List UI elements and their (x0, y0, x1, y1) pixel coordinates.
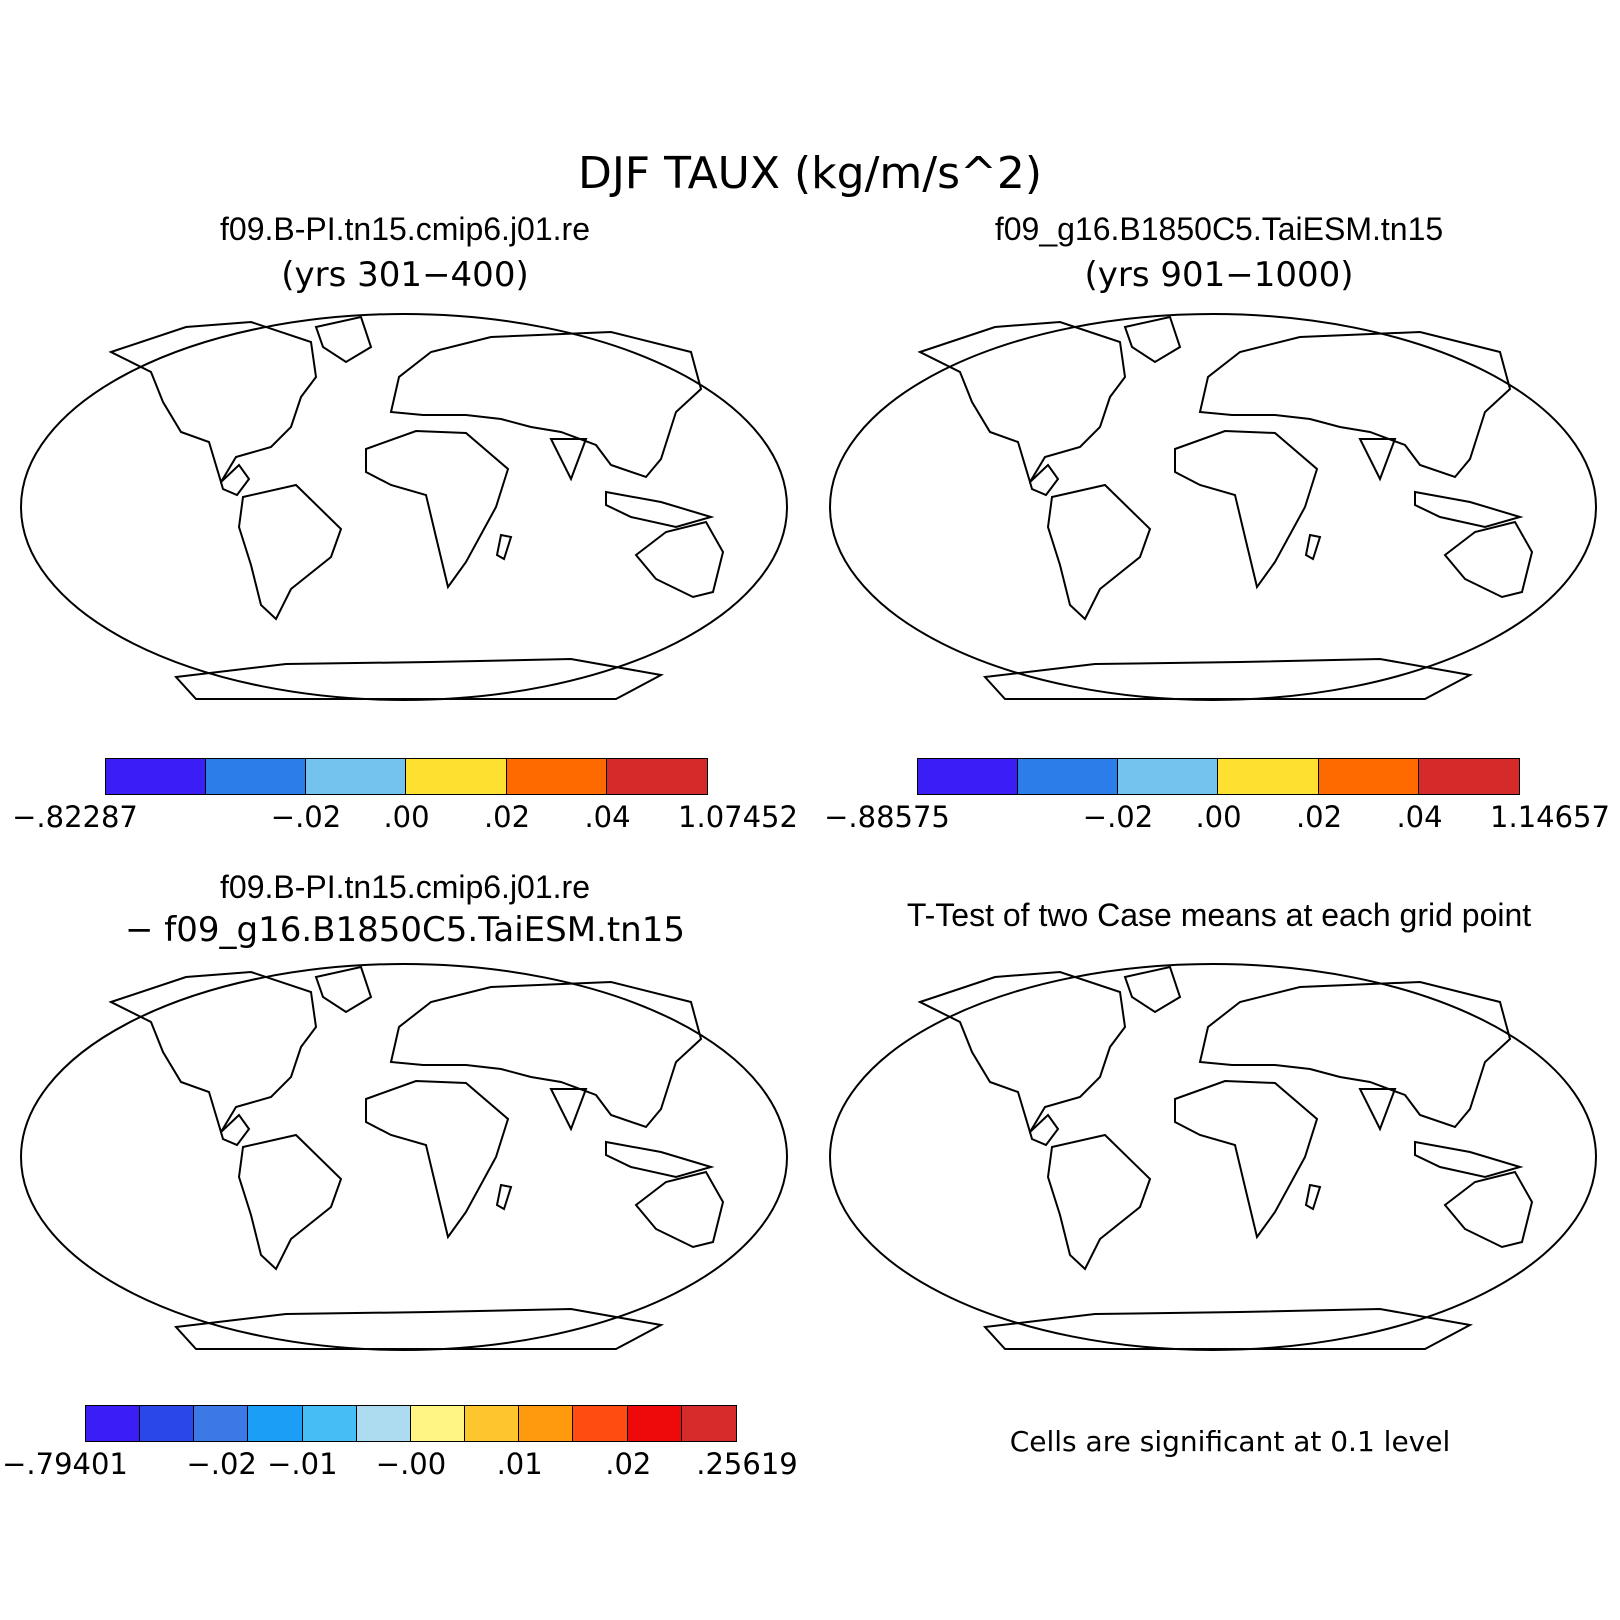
colorbar-swatch (106, 759, 207, 794)
panel3-colorbar (85, 1405, 737, 1442)
panel2-subtitle: (yrs 901−1000) (1084, 255, 1354, 295)
colorbar-tick-label: .02 (605, 1447, 652, 1481)
colorbar-swatch (1118, 759, 1219, 794)
colorbar-swatch (1218, 759, 1319, 794)
colorbar-tick-label: .04 (584, 800, 631, 834)
panel2-title: f09_g16.B1850C5.TaiESM.tn15 (994, 211, 1444, 247)
colorbar-swatch (918, 759, 1019, 794)
panel1-title: f09.B-PI.tn15.cmip6.j01.re (220, 211, 590, 247)
colorbar-swatch (206, 759, 307, 794)
panel1-subtitle: (yrs 301−400) (281, 255, 529, 295)
colorbar-swatch (140, 1406, 195, 1441)
colorbar-swatch (410, 1406, 466, 1441)
colorbar-swatch (1418, 759, 1519, 794)
colorbar-swatch (681, 1406, 736, 1441)
colorbar-swatch (356, 1406, 411, 1441)
colorbar-tick-label: −.00 (375, 1447, 447, 1481)
colorbar-swatch (194, 1406, 249, 1441)
colorbar-tick-label: .02 (483, 800, 531, 834)
significance-note: Cells are significant at 0.1 level (1009, 1425, 1451, 1458)
colorbar-tick-label: −.02 (270, 800, 342, 834)
colorbar-swatch (1318, 759, 1419, 794)
colorbar-swatch (573, 1406, 628, 1441)
colorbar-swatch (248, 1406, 303, 1441)
colorbar-swatch (306, 759, 407, 794)
panel4-title: T-Test of two Case means at each grid po… (906, 897, 1532, 933)
colorbar-swatch (606, 759, 707, 794)
colorbar-tick-label: .02 (1295, 800, 1343, 834)
colorbar-swatch (1018, 759, 1119, 794)
colorbar-tick-label: −.82287 (12, 800, 138, 834)
figure-title: DJF TAUX (kg/m/s^2) (577, 148, 1043, 199)
colorbar-swatch (86, 1406, 141, 1441)
colorbar-tick-label: .00 (1195, 800, 1242, 834)
panel4-map (829, 963, 1597, 1351)
colorbar-swatch (302, 1406, 357, 1441)
panel1-map (11, 307, 811, 707)
panel3-title: f09.B-PI.tn15.cmip6.j01.re (220, 869, 590, 905)
colorbar-tick-label: −.02 (186, 1447, 257, 1481)
colorbar-tick-label: −.01 (267, 1447, 338, 1481)
colorbar-tick-label: −.02 (1082, 800, 1154, 834)
colorbar-tick-label: .25619 (696, 1447, 798, 1481)
colorbar-swatch (406, 759, 507, 794)
colorbar-tick-label: .01 (496, 1447, 543, 1481)
colorbar-tick-label: 1.07452 (678, 800, 798, 834)
colorbar-tick-label: .04 (1396, 800, 1443, 834)
colorbar-tick-label: −.79401 (2, 1447, 128, 1481)
colorbar-swatch (627, 1406, 682, 1441)
panel1-colorbar (105, 758, 708, 795)
panel3-map (20, 963, 788, 1351)
colorbar-swatch (506, 759, 607, 794)
panel2-map (820, 307, 1620, 707)
panel2-colorbar (917, 758, 1520, 795)
colorbar-tick-label: −.88575 (824, 800, 950, 834)
colorbar-tick-label: .00 (383, 800, 430, 834)
colorbar-swatch (465, 1406, 520, 1441)
colorbar-swatch (519, 1406, 574, 1441)
panel3-subtitle: − f09_g16.B1850C5.TaiESM.tn15 (125, 910, 685, 950)
colorbar-tick-label: 1.14657 (1490, 800, 1610, 834)
